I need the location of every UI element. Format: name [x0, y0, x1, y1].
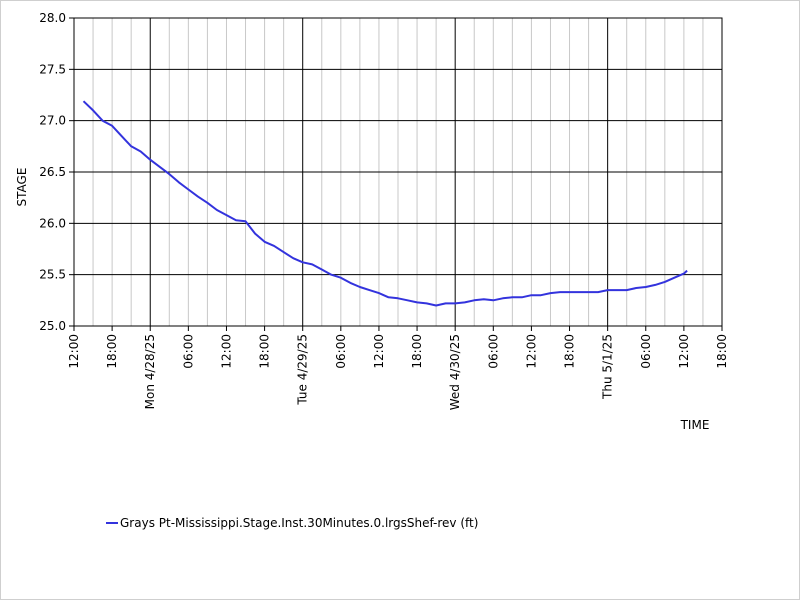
x-tick-label: 12:00 [67, 334, 81, 369]
y-tick-label: 25.5 [39, 268, 66, 282]
legend: Grays Pt-Mississippi.Stage.Inst.30Minute… [106, 516, 478, 530]
x-tick-label: 18:00 [715, 334, 729, 369]
major-gridlines [74, 18, 722, 326]
series-layer [82, 100, 688, 307]
x-tick-label: 12:00 [372, 334, 386, 369]
x-tick-label: Tue 4/29/25 [296, 334, 310, 406]
y-tick-label: 26.5 [39, 165, 66, 179]
x-tick-label: 18:00 [563, 334, 577, 369]
y-axis-ticks: 25.0 25.5 26.0 26.5 27.0 27.5 28.0 [39, 11, 74, 333]
x-tick-label: 12:00 [524, 334, 538, 369]
x-tick-label: 18:00 [105, 334, 119, 369]
y-tick-label: 28.0 [39, 11, 66, 25]
x-tick-label: 12:00 [677, 334, 691, 369]
x-tick-label: Mon 4/28/25 [143, 334, 157, 409]
y-axis-label: STAGE [15, 168, 29, 207]
y-tick-label: 27.5 [39, 62, 66, 76]
x-tick-label: 06:00 [334, 334, 348, 369]
x-tick-label: Wed 4/30/25 [448, 334, 462, 410]
x-tick-label: 18:00 [258, 334, 272, 369]
y-tick-label: 27.0 [39, 114, 66, 128]
x-tick-label: 06:00 [639, 334, 653, 369]
legend-entry: Grays Pt-Mississippi.Stage.Inst.30Minute… [120, 516, 478, 530]
y-tick-label: 26.0 [39, 216, 66, 230]
x-tick-label: 12:00 [219, 334, 233, 369]
x-tick-label: 06:00 [486, 334, 500, 369]
x-axis-label: TIME [680, 418, 710, 432]
y-tick-label: 25.0 [39, 319, 66, 333]
series-line [82, 100, 688, 307]
x-axis-ticks: 12:00 18:00 Mon 4/28/25 06:00 12:00 18:00 Tue … [67, 326, 729, 410]
x-tick-label: 06:00 [181, 334, 195, 369]
x-tick-label: Thu 5/1/25 [601, 334, 615, 400]
x-tick-label: 18:00 [410, 334, 424, 369]
